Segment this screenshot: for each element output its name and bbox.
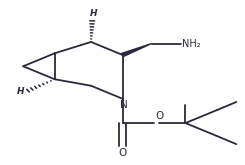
Text: N: N: [120, 99, 128, 110]
Text: O: O: [155, 111, 163, 121]
Text: NH₂: NH₂: [182, 39, 200, 49]
Polygon shape: [121, 44, 152, 56]
Text: H: H: [17, 87, 24, 96]
Text: H: H: [90, 9, 97, 18]
Text: O: O: [118, 148, 127, 158]
